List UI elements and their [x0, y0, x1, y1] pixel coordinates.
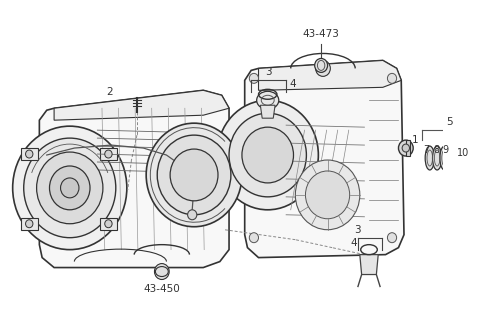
- Text: 2: 2: [106, 87, 113, 97]
- Ellipse shape: [257, 91, 279, 109]
- Circle shape: [146, 123, 242, 227]
- Bar: [21, 148, 37, 160]
- Circle shape: [188, 210, 197, 220]
- Text: 5: 5: [446, 117, 453, 127]
- Text: 3: 3: [355, 225, 361, 235]
- Ellipse shape: [472, 154, 480, 182]
- Ellipse shape: [432, 146, 442, 170]
- Circle shape: [387, 233, 396, 243]
- Bar: [21, 218, 37, 230]
- Circle shape: [25, 150, 33, 158]
- Polygon shape: [259, 60, 401, 90]
- Circle shape: [49, 166, 90, 210]
- Text: 6: 6: [479, 145, 480, 155]
- Text: 43-450: 43-450: [144, 285, 180, 294]
- Circle shape: [398, 140, 413, 156]
- Circle shape: [229, 113, 306, 197]
- Text: 1: 1: [412, 135, 419, 145]
- Circle shape: [36, 152, 103, 224]
- Circle shape: [295, 160, 360, 230]
- Circle shape: [249, 233, 259, 243]
- Bar: [100, 218, 117, 230]
- Circle shape: [387, 73, 396, 83]
- Circle shape: [12, 126, 127, 250]
- Text: 43-473: 43-473: [303, 29, 339, 38]
- Text: 7: 7: [423, 145, 429, 155]
- Polygon shape: [260, 105, 275, 118]
- Text: 10: 10: [457, 148, 469, 158]
- Text: 9: 9: [443, 145, 448, 155]
- Circle shape: [155, 263, 169, 279]
- Polygon shape: [39, 90, 229, 268]
- Circle shape: [60, 178, 79, 198]
- Circle shape: [242, 127, 293, 183]
- Circle shape: [24, 138, 116, 238]
- Polygon shape: [245, 60, 404, 258]
- Circle shape: [105, 220, 112, 228]
- Circle shape: [25, 220, 33, 228]
- Polygon shape: [360, 255, 378, 274]
- Circle shape: [157, 135, 231, 215]
- Circle shape: [315, 58, 327, 72]
- Circle shape: [170, 149, 218, 201]
- Text: 4: 4: [289, 79, 296, 89]
- Circle shape: [249, 73, 259, 83]
- Circle shape: [217, 100, 318, 210]
- Circle shape: [105, 150, 112, 158]
- Bar: [100, 148, 117, 160]
- Bar: [406, 140, 410, 156]
- Text: 4: 4: [350, 238, 357, 248]
- Ellipse shape: [440, 146, 449, 170]
- Circle shape: [402, 144, 409, 152]
- Circle shape: [305, 171, 349, 219]
- Circle shape: [316, 60, 330, 76]
- Polygon shape: [54, 90, 229, 120]
- Text: 8: 8: [433, 145, 439, 155]
- Ellipse shape: [425, 146, 434, 170]
- Text: 3: 3: [265, 67, 272, 77]
- Ellipse shape: [156, 267, 168, 276]
